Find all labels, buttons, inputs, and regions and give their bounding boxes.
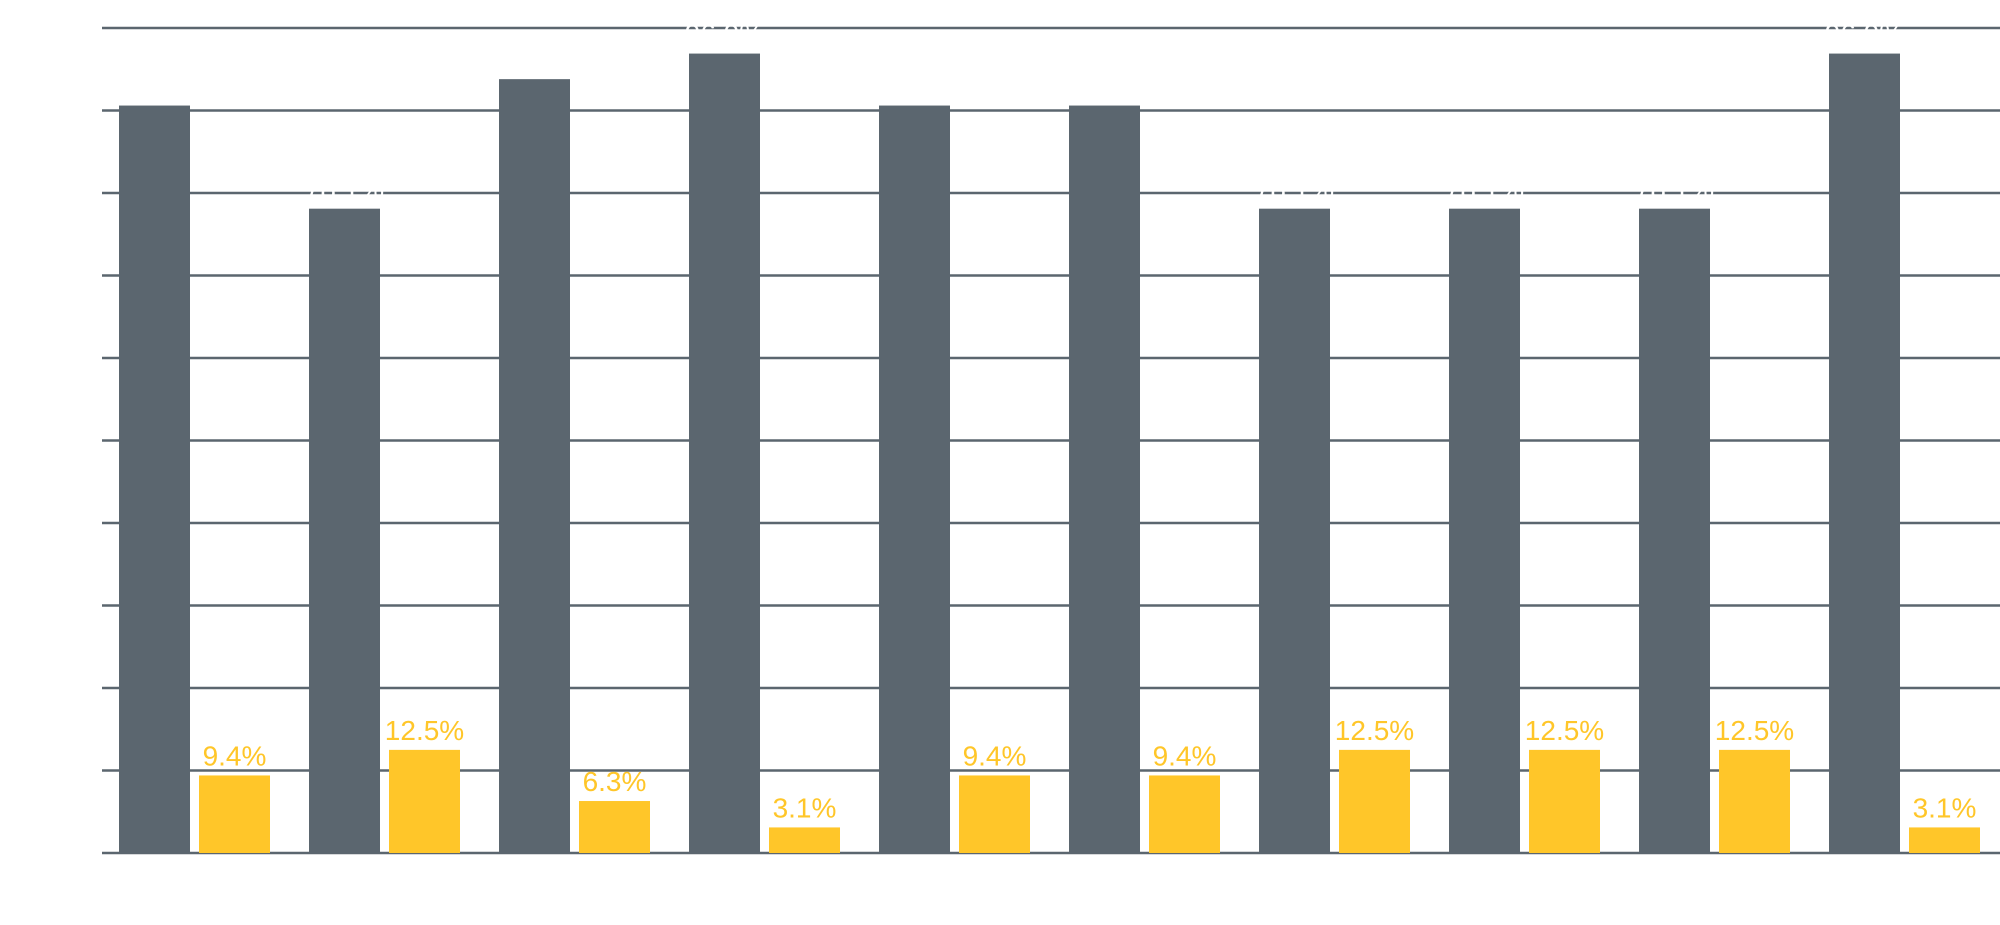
value-label: 96.9% xyxy=(1825,19,1904,50)
bar xyxy=(1149,775,1220,853)
bar xyxy=(499,79,570,853)
value-label: 3.1% xyxy=(773,792,837,823)
value-label: 90.6% xyxy=(875,71,954,102)
value-label: 90.6% xyxy=(1065,71,1144,102)
value-label: 93.8% xyxy=(495,44,574,75)
bar xyxy=(1449,208,1520,854)
bar xyxy=(1259,208,1330,854)
value-label: 12.5% xyxy=(1335,715,1414,746)
bar xyxy=(1829,53,1900,853)
bar xyxy=(769,827,840,853)
bar xyxy=(879,105,950,854)
value-label: 9.4% xyxy=(963,740,1027,771)
value-label: 6.3% xyxy=(583,766,647,797)
bar xyxy=(1069,105,1140,854)
bar xyxy=(579,801,650,853)
value-label: 78.1% xyxy=(1445,174,1524,205)
value-label: 12.5% xyxy=(1715,715,1794,746)
bar xyxy=(199,775,270,853)
bar xyxy=(389,749,460,853)
bar xyxy=(1339,749,1410,853)
value-label: 12.5% xyxy=(1525,715,1604,746)
bar xyxy=(1529,749,1600,853)
value-label: 9.4% xyxy=(203,740,267,771)
bar xyxy=(959,775,1030,853)
bar xyxy=(119,105,190,854)
value-label: 3.1% xyxy=(1913,792,1977,823)
value-label: 78.1% xyxy=(1635,174,1714,205)
bar xyxy=(309,208,380,854)
value-label: 12.5% xyxy=(385,715,464,746)
bar xyxy=(1639,208,1710,854)
value-label: 78.1% xyxy=(1255,174,1334,205)
value-label: 78.1% xyxy=(305,174,384,205)
value-label: 96.9% xyxy=(685,19,764,50)
value-label: 90.6% xyxy=(115,71,194,102)
bar xyxy=(1909,827,1980,853)
bar xyxy=(1719,749,1790,853)
bar xyxy=(689,53,760,853)
value-label: 9.4% xyxy=(1153,740,1217,771)
